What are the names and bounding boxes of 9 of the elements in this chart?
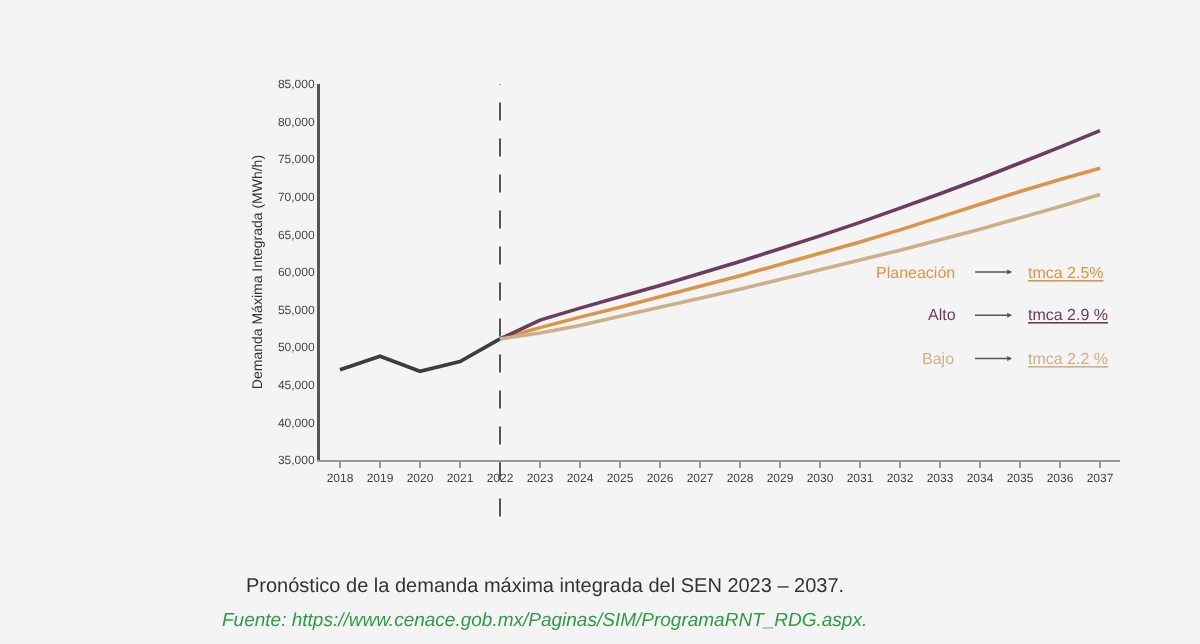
source-note: Fuente: https://www.cenace.gob.mx/Paginas/SIM/ProgramaRNT_RDG.aspx.	[222, 610, 868, 632]
annotation: tmca 2.2 %	[1028, 350, 1109, 368]
annotation: tmca 2.5%	[1028, 264, 1104, 282]
text: Alto	[928, 306, 957, 324]
annotation: tmca 2.9 %	[1028, 306, 1109, 324]
series-label: Planeación	[876, 264, 956, 282]
text: Pronóstico de la demanda máxima integrada del SEN 2023 – 2037.	[246, 576, 845, 598]
line-series	[338, 337, 502, 374]
text: Bajo	[922, 350, 956, 368]
